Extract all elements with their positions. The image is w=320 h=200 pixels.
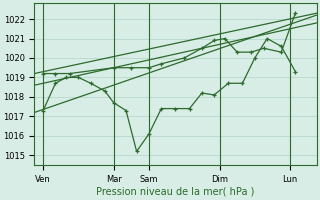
X-axis label: Pression niveau de la mer( hPa ): Pression niveau de la mer( hPa ) bbox=[96, 187, 255, 197]
